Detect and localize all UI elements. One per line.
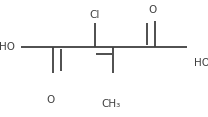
Text: HO: HO [0, 42, 15, 52]
Text: CH₃: CH₃ [102, 99, 121, 109]
Text: Cl: Cl [89, 10, 100, 20]
Text: HO: HO [194, 58, 208, 68]
Text: O: O [47, 95, 55, 105]
Text: O: O [149, 5, 157, 15]
